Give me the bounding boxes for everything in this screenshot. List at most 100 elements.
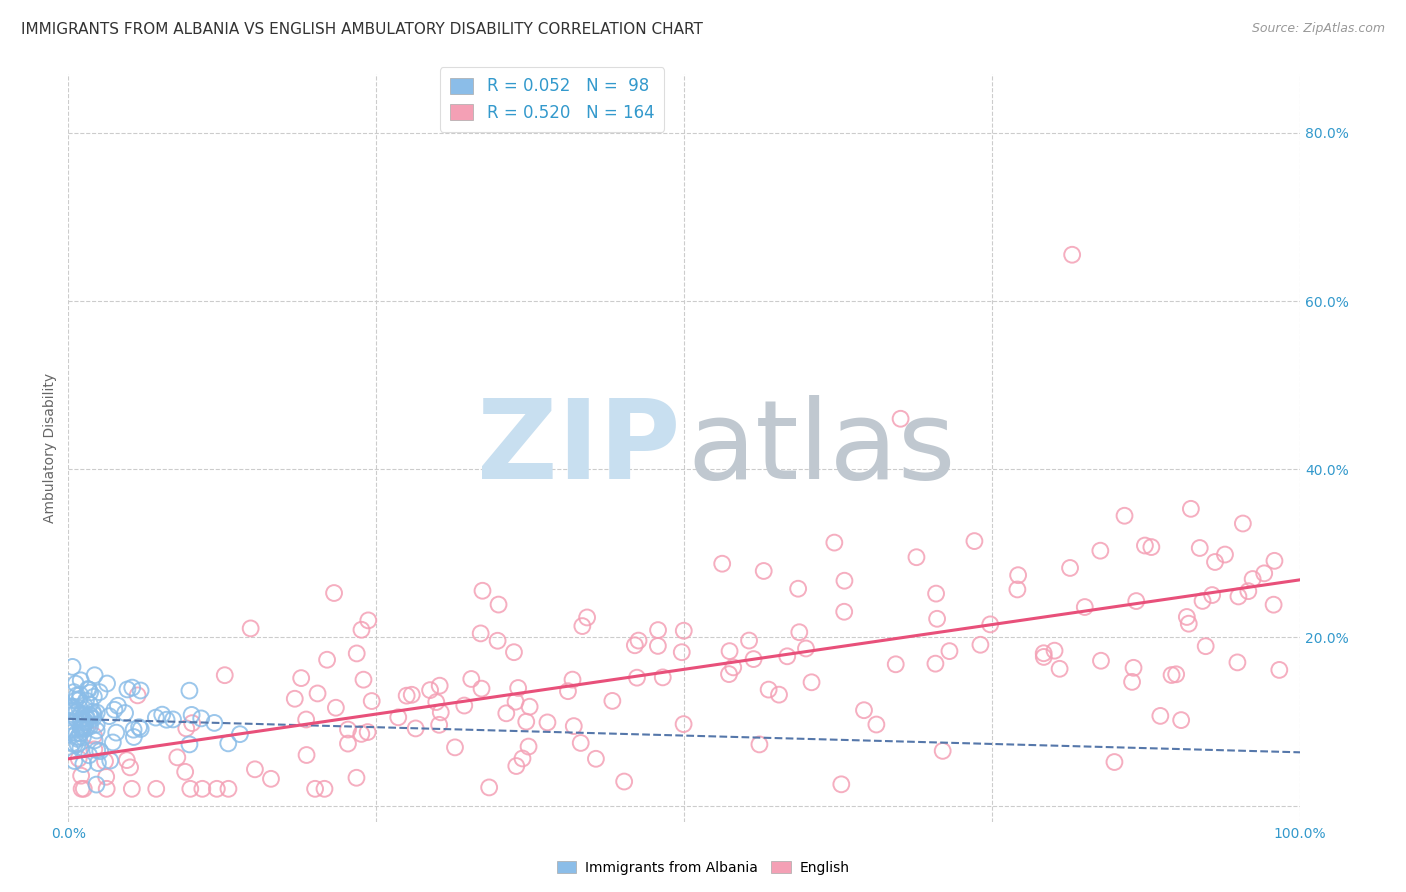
Point (83, 707, 105, 722)
Point (336, 737, 359, 751)
Point (75, 693, 97, 707)
Point (60, 726, 83, 740)
Point (217, 736, 239, 750)
Point (260, 772, 283, 786)
Point (66, 705, 89, 719)
Point (1059, 561, 1081, 575)
Point (65, 693, 87, 707)
Point (69, 726, 91, 740)
Point (1268, 663, 1291, 677)
Point (1204, 555, 1226, 569)
Point (190, 711, 212, 725)
Point (738, 633, 761, 648)
Point (1140, 540, 1163, 554)
Point (79, 711, 101, 725)
Point (62, 660, 84, 674)
Point (1232, 516, 1254, 531)
Point (1195, 639, 1218, 653)
Point (86, 778, 108, 792)
Point (63, 738, 86, 752)
Point (969, 638, 991, 652)
Point (69, 688, 91, 702)
Point (602, 694, 624, 708)
Point (711, 557, 734, 571)
Point (69, 673, 91, 688)
Point (503, 645, 526, 659)
Point (1133, 539, 1156, 553)
Point (350, 727, 373, 741)
Point (742, 652, 765, 666)
Y-axis label: Ambulatory Disability: Ambulatory Disability (44, 373, 58, 524)
Point (536, 715, 558, 730)
Point (66, 731, 89, 746)
Point (72, 731, 94, 745)
Point (1180, 501, 1202, 516)
Point (63, 685, 86, 699)
Point (239, 621, 262, 635)
Point (76, 711, 98, 725)
Point (202, 715, 225, 730)
Point (76, 681, 98, 696)
Point (1090, 543, 1112, 558)
Point (86, 717, 108, 731)
Point (70, 781, 93, 796)
Point (86, 706, 108, 720)
Point (82, 705, 104, 719)
Point (79, 720, 101, 734)
Point (486, 633, 509, 648)
Point (115, 753, 138, 767)
Point (217, 781, 239, 796)
Point (1007, 568, 1029, 582)
Point (205, 781, 228, 796)
Point (179, 781, 201, 796)
Point (98, 754, 121, 768)
Point (67, 752, 90, 766)
Point (512, 751, 534, 765)
Point (77, 718, 100, 732)
Point (925, 586, 948, 600)
Point (59, 704, 82, 718)
Point (69, 720, 91, 734)
Point (96, 676, 118, 690)
Point (295, 713, 318, 727)
Point (979, 617, 1001, 632)
Point (787, 625, 810, 640)
Point (72, 757, 94, 772)
Point (1201, 588, 1223, 602)
Point (1121, 674, 1143, 689)
Point (787, 582, 810, 596)
Point (179, 738, 201, 752)
Point (823, 535, 845, 549)
Point (145, 781, 167, 796)
Point (1104, 755, 1126, 769)
Point (1049, 662, 1071, 676)
Point (1177, 616, 1199, 631)
Point (65, 712, 87, 726)
Point (101, 735, 124, 749)
Point (387, 710, 409, 724)
Point (89, 744, 111, 758)
Point (284, 691, 307, 706)
Point (307, 686, 329, 700)
Point (963, 534, 986, 549)
Point (79, 708, 101, 723)
Point (77, 682, 100, 697)
Point (117, 682, 139, 697)
Point (478, 780, 501, 795)
Point (73, 714, 96, 728)
Point (60, 699, 83, 714)
Point (853, 703, 876, 717)
Point (1032, 649, 1054, 664)
Text: atlas: atlas (688, 394, 956, 501)
Point (768, 688, 790, 702)
Point (429, 706, 451, 720)
Point (86, 723, 108, 738)
Point (834, 574, 856, 588)
Point (243, 762, 266, 776)
Point (121, 781, 143, 796)
Point (488, 598, 510, 612)
Point (83, 690, 105, 704)
Point (214, 668, 236, 682)
Point (671, 645, 693, 659)
Point (1263, 554, 1285, 568)
